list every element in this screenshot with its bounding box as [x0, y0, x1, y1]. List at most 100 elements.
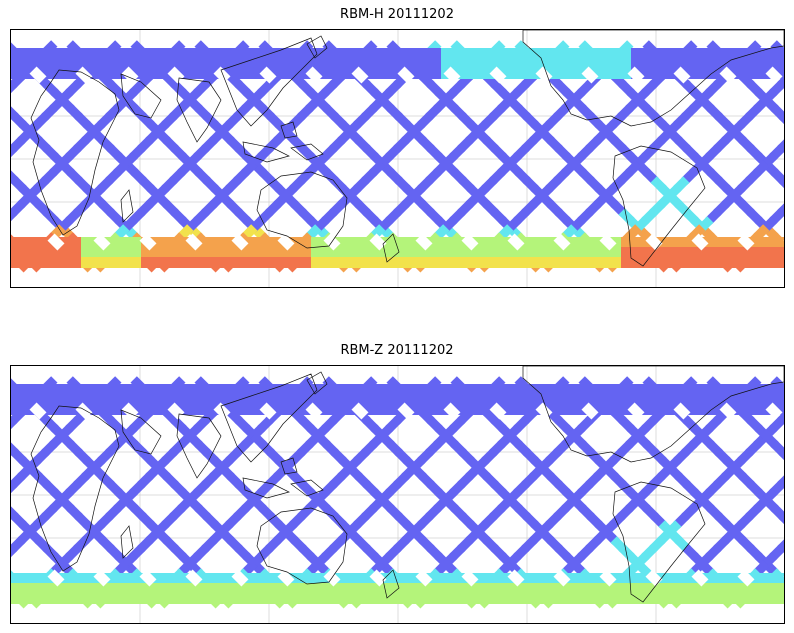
gap: [599, 569, 617, 587]
belt-cell: [571, 404, 582, 415]
belt-cell: [741, 58, 752, 69]
coastline: [30, 405, 120, 572]
belt-cell: [351, 384, 362, 395]
belt-cell: [391, 573, 402, 584]
belt-cell: [411, 583, 422, 594]
belt-cell: [211, 384, 222, 395]
belt-cell: [471, 58, 482, 69]
belt-cell: [561, 68, 572, 79]
belt-cell: [561, 58, 572, 69]
belt-cell: [411, 404, 422, 415]
belt-cell: [161, 58, 172, 69]
belt-cell: [571, 58, 582, 69]
belt-cell: [481, 257, 492, 268]
belt-cell: [471, 247, 482, 258]
belt-cell: [31, 247, 42, 258]
belt-cell: [751, 58, 762, 69]
belt-cell: [571, 384, 582, 395]
belt-cell: [471, 68, 482, 79]
belt-cell: [651, 384, 662, 395]
belt-cell: [751, 48, 762, 59]
belt-cell: [431, 593, 442, 604]
belt-cell: [591, 237, 602, 248]
belt-cell: [371, 583, 382, 594]
belt-cell: [101, 257, 112, 268]
belt-cell: [141, 593, 152, 604]
belt-cell: [511, 58, 522, 69]
belt-cell: [701, 48, 712, 59]
belt-cell: [661, 48, 672, 59]
belt-cell: [151, 404, 162, 415]
belt-cell: [361, 237, 372, 248]
belt-cell: [301, 58, 312, 69]
belt-cell: [421, 404, 432, 415]
belt-cell: [521, 394, 532, 405]
belt-cell: [451, 58, 462, 69]
belt-cell: [621, 237, 632, 248]
belt-cell: [501, 48, 512, 59]
belt-cell: [611, 583, 622, 594]
belt-cell: [601, 583, 612, 594]
belt-cell: [661, 404, 672, 415]
gap: [553, 569, 571, 587]
belt-cell: [131, 68, 142, 79]
belt-cell: [221, 257, 232, 268]
belt-cell: [701, 68, 712, 79]
belt-cell: [461, 257, 472, 268]
gap: [369, 233, 387, 251]
belt-cell: [701, 384, 712, 395]
belt-cell: [561, 384, 572, 395]
belt-cell: [571, 583, 582, 594]
belt-cell: [341, 593, 352, 604]
belt-cell: [601, 394, 612, 405]
belt-cell: [681, 384, 692, 395]
belt-cell: [721, 237, 732, 248]
gap: [443, 66, 461, 84]
belt-cell: [611, 48, 622, 59]
belt-cell: [261, 573, 272, 584]
belt-cell: [381, 247, 392, 258]
belt-cell: [381, 593, 392, 604]
belt-cell: [751, 404, 762, 415]
belt-cell: [191, 58, 202, 69]
belt-cell: [281, 257, 292, 268]
belt-cell: [421, 394, 432, 405]
belt-cell: [361, 384, 372, 395]
belt-cell: [741, 583, 752, 594]
belt-cell: [241, 58, 252, 69]
belt-cell: [171, 257, 182, 268]
belt-cell: [161, 68, 172, 79]
belt-cell: [661, 237, 672, 248]
belt-cell: [61, 583, 72, 594]
belt-cell: [81, 593, 92, 604]
belt-cell: [721, 247, 732, 258]
belt-cell: [621, 593, 632, 604]
belt-cell: [581, 593, 592, 604]
belt-cell: [391, 394, 402, 405]
belt-cell: [271, 404, 282, 415]
belt-cell: [721, 384, 732, 395]
belt-cell: [731, 573, 742, 584]
belt-cell: [281, 247, 292, 258]
belt-cell: [581, 48, 592, 59]
gap: [627, 402, 645, 420]
belt-cell: [51, 593, 62, 604]
belt-cell: [101, 247, 112, 258]
swath-cell: [778, 512, 784, 529]
belt-cell: [761, 257, 772, 268]
belt-cell: [281, 593, 292, 604]
belt-cell: [611, 68, 622, 79]
belt-cell: [341, 237, 352, 248]
belt-cell: [431, 394, 442, 405]
belt-cell: [541, 257, 552, 268]
belt-cell: [11, 58, 22, 69]
belt-cell: [361, 394, 372, 405]
belt-cell: [361, 257, 372, 268]
belt-cell: [101, 394, 112, 405]
belt-cell: [461, 394, 472, 405]
belt-cell: [641, 247, 652, 258]
gap: [139, 233, 157, 251]
belt-cell: [191, 384, 202, 395]
gap: [259, 402, 277, 420]
belt-cell: [501, 237, 512, 248]
